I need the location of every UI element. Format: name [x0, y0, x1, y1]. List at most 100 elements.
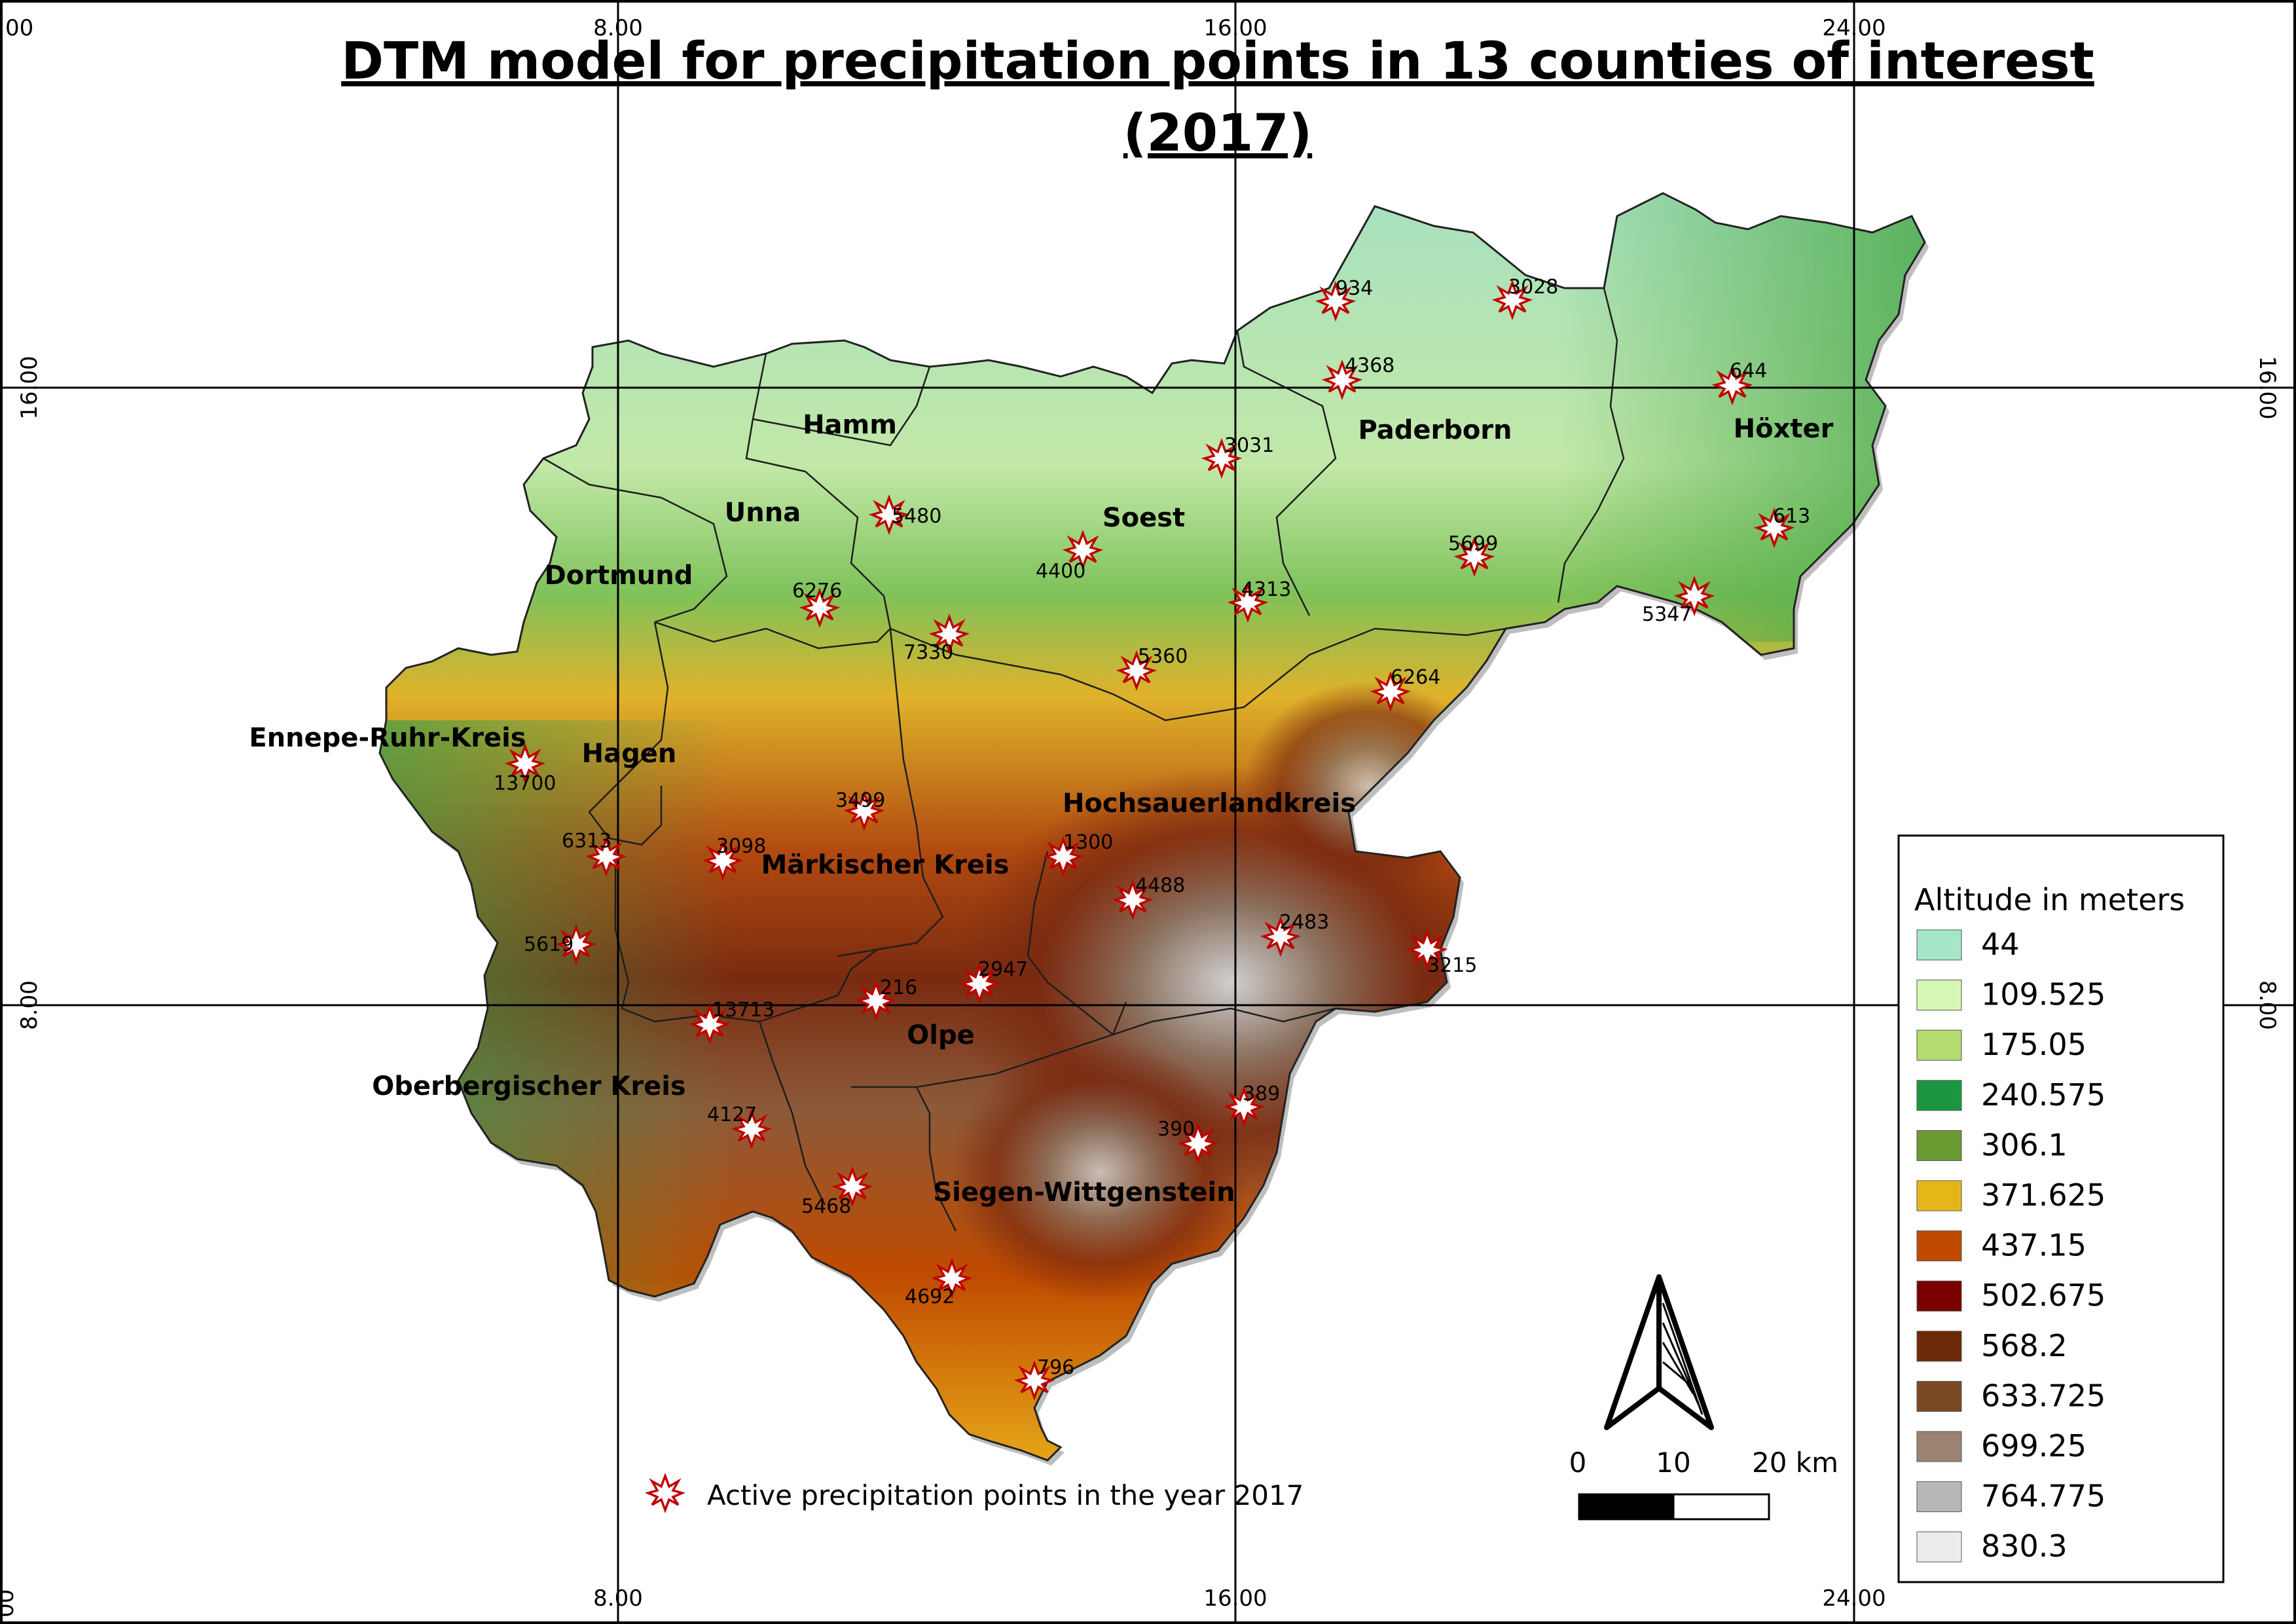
point-label: 13700	[494, 772, 556, 795]
tick-right: 16.00	[2254, 356, 2280, 419]
point-label: 613	[1773, 505, 1810, 528]
point-label: 5480	[892, 505, 941, 528]
title-line-2: (2017)	[1123, 104, 1312, 163]
legend-label: 568.2	[1981, 1328, 2068, 1363]
tick-bottom: 16.00	[1203, 1585, 1267, 1612]
point-label: 934	[1336, 277, 1373, 300]
legend-label: 699.25	[1981, 1428, 2086, 1464]
county-label: Höxter	[1734, 414, 1834, 444]
point-label: 5360	[1138, 645, 1188, 668]
legend-swatch	[1916, 1029, 1962, 1061]
legend-item: 371.625	[1916, 1177, 2105, 1213]
point-label: 7330	[903, 641, 953, 664]
legend-label: 502.675	[1981, 1278, 2105, 1313]
scale-label: 20 km	[1752, 1447, 1838, 1479]
legend-label: 764.775	[1981, 1479, 2105, 1514]
point-label: 6276	[792, 580, 842, 602]
map-title: DTM model for precipitation points in 13…	[341, 32, 2094, 163]
legend-swatch	[1916, 1180, 1962, 1211]
point-label: 3499	[835, 789, 885, 812]
point-label: 1300	[1063, 831, 1113, 854]
point-label: 6264	[1391, 666, 1440, 689]
county-label: Oberbergischer Kreis	[372, 1071, 685, 1101]
point-label: 2947	[978, 958, 1028, 981]
legend-item: 502.675	[1916, 1278, 2105, 1313]
point-label: 5619	[524, 933, 574, 956]
legend-title: Altitude in meters	[1914, 882, 2185, 917]
scale-label: 10	[1656, 1447, 1690, 1479]
scale-bar: 0 10 20 km	[1569, 1447, 1838, 1521]
county-label: Siegen-Wittgenstein	[933, 1177, 1235, 1208]
legend-label: 44	[1981, 927, 2020, 962]
tick-left: 16.00	[16, 356, 43, 419]
legend-item: 633.725	[1916, 1378, 2105, 1413]
legend-item: 830.3	[1916, 1528, 2068, 1564]
county-boundaries	[543, 287, 1625, 1232]
legend-label: 175.05	[1981, 1027, 2086, 1062]
county-label: Märkischer Kreis	[761, 850, 1010, 880]
point-label: 3028	[1508, 276, 1558, 299]
point-label: 6313	[562, 830, 611, 853]
altitude-legend: Altitude in meters 44 109.525 175.05 240.57…	[1897, 834, 2225, 1583]
legend-swatch	[1916, 1280, 1962, 1312]
grid-tick-labels: 8.00 16.00 24.00 8.00 16.00 24.00 16.00 …	[0, 15, 2280, 1617]
legend-item: 568.2	[1916, 1328, 2068, 1363]
point-label: 5468	[801, 1195, 851, 1218]
legend-swatch	[1916, 1531, 1962, 1562]
point-label: 3098	[716, 835, 766, 858]
county-label: Olpe	[907, 1020, 974, 1050]
legend-swatch	[1916, 1331, 1962, 1362]
county-label: Soest	[1102, 503, 1185, 533]
point-label: 390	[1157, 1118, 1195, 1141]
tick-bottom: 24.00	[1822, 1585, 1886, 1612]
scale-label: 0	[1569, 1447, 1587, 1479]
point-label: 644	[1730, 360, 1767, 382]
legend-swatch	[1916, 1431, 1962, 1462]
legend-label: 109.525	[1981, 977, 2105, 1012]
legend-item: 109.525	[1916, 977, 2105, 1012]
legend-swatch	[1916, 1230, 1962, 1262]
tick-corner: 00	[0, 1589, 19, 1617]
county-label: Paderborn	[1358, 415, 1512, 445]
county-label: Unna	[725, 498, 801, 528]
legend-item: 240.575	[1916, 1077, 2105, 1113]
county-labels: Hamm Unna Dortmund Soest Paderborn Höxte…	[249, 410, 1833, 1208]
legend-item: 764.775	[1916, 1479, 2105, 1514]
point-label: 5347	[1642, 603, 1692, 626]
point-label: 4127	[707, 1103, 757, 1126]
county-label: Hagen	[582, 739, 677, 769]
point-label: 216	[880, 976, 917, 999]
point-label: 4400	[1036, 560, 1085, 583]
legend-swatch	[1916, 929, 1962, 961]
point-label: 3215	[1427, 954, 1477, 977]
legend-label: 371.625	[1981, 1177, 2105, 1213]
terrain-region	[378, 192, 1929, 1466]
point-label: 4692	[905, 1285, 955, 1308]
legend-swatch	[1916, 1080, 1962, 1111]
legend-swatch	[1916, 980, 1962, 1011]
point-label: 13713	[712, 999, 774, 1022]
legend-label: 633.725	[1981, 1378, 2105, 1413]
point-label: 2483	[1279, 911, 1329, 934]
legend-label: 830.3	[1981, 1528, 2068, 1564]
legend-label: 437.15	[1981, 1228, 2086, 1263]
point-label: 5699	[1448, 532, 1498, 555]
point-label: 796	[1037, 1356, 1074, 1379]
tick-corner: 00	[5, 15, 33, 41]
precipitation-points: 934 3028 4368 644 3031 5480 613 4400 569…	[494, 276, 1810, 1399]
title-line-1: DTM model for precipitation points in 13…	[341, 32, 2094, 91]
county-label: Hamm	[803, 410, 897, 440]
legend-item: 306.1	[1916, 1127, 2068, 1162]
legend-label: 306.1	[1981, 1127, 2068, 1162]
point-label: 4368	[1345, 354, 1394, 377]
tick-top: 8.00	[593, 15, 643, 41]
legend-item: 44	[1916, 927, 2020, 962]
legend-label: 240.575	[1981, 1077, 2105, 1113]
county-label: Ennepe-Ruhr-Kreis	[249, 723, 526, 753]
point-label: 4488	[1135, 874, 1185, 897]
legend-item: 699.25	[1916, 1428, 2086, 1464]
legend-item: 175.05	[1916, 1027, 2086, 1062]
tick-right: 8.00	[2254, 980, 2280, 1030]
